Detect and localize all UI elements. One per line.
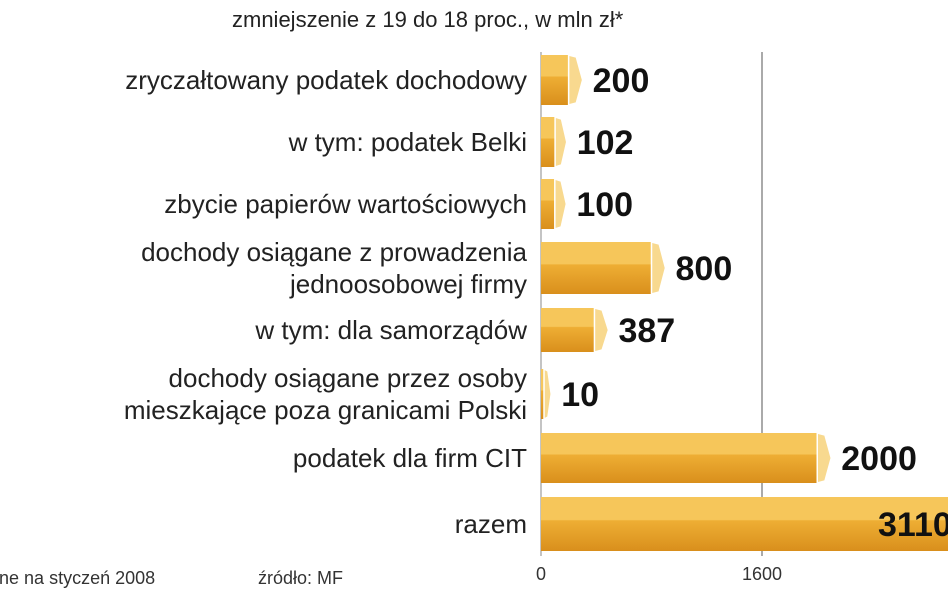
footer-source: źródło: MF [258, 568, 343, 588]
x-tick-label-1600: 1600 [742, 564, 782, 584]
bar-3: 800 [541, 241, 733, 295]
bar-4: 387 [541, 307, 675, 353]
bar-cap-3 [650, 241, 667, 295]
bar-front-7 [541, 497, 948, 551]
category-label-0: zryczałtowany podatek dochodowy [125, 65, 527, 95]
bar-cap-2 [554, 177, 568, 231]
category-label-3-line-0: dochody osiągane z prowadzenia [141, 237, 527, 267]
bar-front-1 [541, 117, 556, 167]
category-label-5-line-1: mieszkające poza granicami Polski [124, 395, 527, 425]
bar-6: 2000 [541, 432, 917, 484]
category-label-6: podatek dla firm CIT [293, 443, 527, 473]
bar-cap-1 [554, 115, 568, 169]
bar-1: 102 [541, 115, 634, 169]
value-label-5: 10 [561, 376, 599, 414]
bar-front-3 [541, 242, 652, 294]
bar-2: 100 [541, 177, 633, 231]
bar-cap-0 [567, 54, 584, 106]
bar-front-0 [541, 55, 569, 105]
bar-front-4 [541, 308, 595, 352]
bar-0: 200 [541, 54, 650, 106]
bar-cap-6 [816, 432, 833, 484]
value-label-4: 387 [618, 312, 675, 350]
bar-cap-4 [593, 307, 610, 353]
value-label-3: 800 [676, 250, 733, 288]
x-tick-label-0: 0 [536, 564, 546, 584]
value-label-2: 100 [576, 186, 633, 224]
category-label-1: w tym: podatek Belki [288, 127, 527, 157]
bar-front-2 [541, 179, 555, 229]
category-label-5-line-0: dochody osiągane przez osoby [169, 363, 527, 393]
category-label-7: razem [455, 509, 527, 539]
category-label-4: w tym: dla samorządów [254, 315, 527, 345]
bar-5: 10 [541, 367, 599, 421]
x-axis-ticks-group: 016003200 [536, 564, 782, 584]
value-label-7: 3110 [878, 506, 948, 544]
bar-cap-5 [543, 367, 552, 421]
value-label-1: 102 [577, 124, 634, 162]
bar-7: 3110 [541, 497, 948, 551]
value-label-0: 200 [593, 62, 650, 100]
bar-front-6 [541, 433, 818, 483]
category-labels-group: zryczałtowany podatek dochodowy w tym: po… [124, 65, 528, 539]
category-label-3-line-1: jednoosobowej firmy [289, 269, 527, 299]
category-label-2: zbycie papierów wartościowych [164, 189, 527, 219]
footer-note: *dane na styczeń 2008 [0, 568, 155, 588]
bar-front-5 [541, 369, 544, 419]
value-label-6: 2000 [841, 440, 917, 478]
chart-subtitle: zmniejszenie z 19 do 18 proc., w mln zł* [232, 7, 624, 32]
